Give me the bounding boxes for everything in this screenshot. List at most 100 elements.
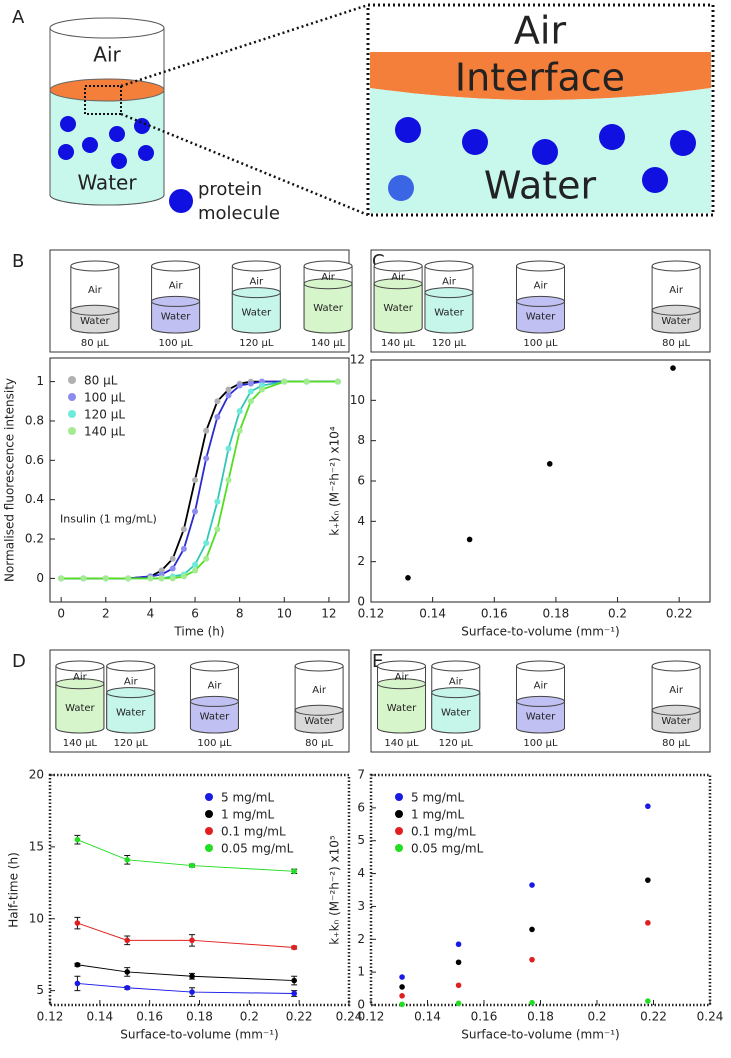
inset-water: Water bbox=[434, 307, 464, 318]
cylinder-top bbox=[373, 260, 423, 272]
cylinder-top bbox=[516, 260, 565, 272]
water-surface bbox=[516, 695, 565, 707]
legend-marker bbox=[395, 827, 403, 835]
data-point bbox=[125, 575, 132, 582]
cylinder-top bbox=[651, 660, 701, 672]
y-tick-label: 6 bbox=[357, 800, 365, 814]
data-point bbox=[203, 539, 210, 546]
inset-volume: 100 µL bbox=[158, 338, 193, 349]
data-point bbox=[281, 378, 288, 385]
y-axis-label: Normalised fluorescence intensity bbox=[3, 378, 17, 582]
data-point bbox=[529, 999, 535, 1006]
x-tick-label: 0.16 bbox=[481, 607, 508, 621]
water-surface bbox=[294, 704, 344, 716]
series-line bbox=[77, 964, 295, 982]
y-axis-label: Half-time (h) bbox=[7, 852, 21, 928]
legend-marker bbox=[68, 427, 76, 435]
x-tick-label: 0.14 bbox=[419, 607, 446, 621]
y-tick-label: 4 bbox=[357, 866, 365, 880]
legend-label: 80 µL bbox=[84, 374, 118, 388]
legend-label: 140 µL bbox=[84, 425, 125, 439]
inset-box bbox=[370, 649, 711, 753]
inset-air: Air bbox=[169, 281, 184, 292]
water-surface bbox=[231, 287, 281, 299]
plot-frame bbox=[48, 773, 351, 1007]
cylinder-top bbox=[151, 260, 201, 272]
water-surface bbox=[70, 304, 120, 316]
molecule-key bbox=[169, 189, 193, 213]
data-point bbox=[258, 386, 265, 393]
water-surface bbox=[431, 687, 481, 699]
x-tick-label: 0.24 bbox=[697, 1010, 724, 1024]
water bbox=[106, 692, 156, 734]
inset-air: Air bbox=[391, 272, 406, 283]
y-tick-label: 2 bbox=[357, 932, 365, 946]
water bbox=[516, 300, 565, 334]
x-tick-label: 0.18 bbox=[543, 607, 570, 621]
inset-air: Air bbox=[249, 276, 264, 287]
data-point bbox=[291, 977, 297, 984]
water bbox=[189, 700, 239, 734]
data-point bbox=[203, 555, 210, 562]
data-point bbox=[247, 388, 254, 395]
x-tick-label: 2 bbox=[102, 607, 110, 621]
data-point bbox=[180, 573, 187, 580]
y-tick-label: 1 bbox=[357, 965, 365, 979]
water-surface bbox=[424, 287, 474, 299]
inset-volume: 80 µL bbox=[662, 738, 690, 749]
data-point bbox=[214, 398, 221, 405]
inset-air: Air bbox=[669, 285, 684, 296]
water-label: Water bbox=[77, 171, 137, 195]
x-tick-label: 6 bbox=[191, 607, 199, 621]
water bbox=[231, 292, 281, 334]
cylinder-top bbox=[431, 660, 481, 672]
molecules bbox=[58, 116, 154, 169]
inset-volume: 80 µL bbox=[662, 338, 690, 349]
plot-frame bbox=[49, 357, 350, 603]
data-point bbox=[74, 961, 81, 968]
legend-marker bbox=[205, 827, 213, 835]
data-point bbox=[466, 536, 473, 543]
data-point bbox=[399, 1001, 405, 1008]
y-tick-label: 1 bbox=[36, 374, 44, 388]
inset-box bbox=[49, 649, 350, 753]
legend-label: 100 µL bbox=[84, 391, 125, 405]
protein-label: molecule bbox=[198, 203, 280, 224]
inset-water: Water bbox=[387, 703, 417, 714]
inset-air: Air bbox=[208, 681, 223, 692]
panel-a: A Air Water protein molecule Air Interfa… bbox=[12, 3, 715, 224]
x-tick-label: 0.24 bbox=[336, 1010, 363, 1024]
data-point bbox=[645, 920, 651, 926]
cylinder-top bbox=[516, 660, 565, 672]
legend-marker bbox=[68, 410, 76, 418]
legend-label: 1 mg/mL bbox=[411, 808, 464, 822]
data-point bbox=[58, 575, 65, 582]
interface bbox=[49, 78, 165, 102]
inset-volume: 140 µL bbox=[311, 338, 346, 349]
inset-volume: 120 µL bbox=[432, 338, 467, 349]
data-point bbox=[124, 984, 131, 991]
data-point bbox=[247, 398, 254, 405]
legend-marker bbox=[395, 844, 403, 852]
water bbox=[431, 692, 481, 734]
zoom-region bbox=[84, 85, 122, 115]
data-point bbox=[80, 575, 87, 582]
data-point bbox=[203, 455, 210, 462]
data-point bbox=[180, 545, 187, 552]
water bbox=[651, 309, 701, 334]
inset-air: Air bbox=[534, 681, 549, 692]
inset-water: Water bbox=[304, 716, 334, 727]
data-point bbox=[247, 380, 254, 387]
data-point bbox=[180, 526, 187, 533]
inset-water: Water bbox=[661, 316, 691, 327]
x-axis-label: Surface-to-volume (mm⁻¹) bbox=[461, 625, 619, 639]
data-point bbox=[214, 414, 221, 421]
air-label: Air bbox=[93, 43, 121, 67]
legend-label: 1 mg/mL bbox=[221, 808, 274, 822]
data-point bbox=[74, 920, 81, 926]
y-tick-label: 0 bbox=[357, 998, 365, 1012]
series-line bbox=[77, 922, 295, 948]
protein-label: protein bbox=[198, 179, 262, 200]
panel-label: D bbox=[12, 651, 26, 672]
x-tick-label: 0 bbox=[57, 607, 65, 621]
